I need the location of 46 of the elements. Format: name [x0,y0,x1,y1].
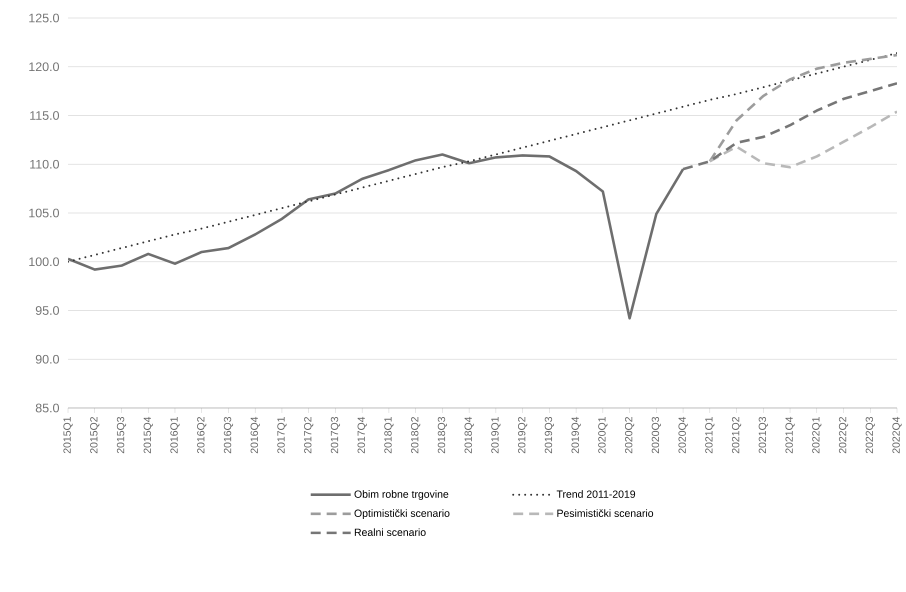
legend-label: Optimistički scenario [354,509,450,520]
x-tick-label: 2020Q4 [678,416,688,454]
x-tick-label: 2018Q2 [411,417,420,454]
x-tick-label: 2016Q3 [224,416,234,454]
x-tick-label: 2020Q3 [652,416,661,454]
x-tick-label: 2015Q3 [116,416,126,454]
x-tick-label: 2016Q4 [250,416,260,454]
x-tick-label: 2015Q2 [90,417,100,454]
y-tick-label: 110.0 [30,160,59,169]
y-tick-label: 105.0 [29,208,59,218]
x-tick-label: 2021Q1 [705,417,714,454]
legend-label: Pesimistički scenario [557,509,654,517]
x-tick-label: 2019Q4 [571,416,581,454]
x-tick-label: 2022Q3 [866,416,875,454]
x-tick-label: 2019Q2 [518,417,528,454]
x-tick-label: 2017Q3 [330,416,340,454]
x-tick-label: 2019Q1 [491,417,501,454]
x-tick-label: 2022Q4 [892,416,902,454]
x-tick-label: 2017Q2 [304,417,314,454]
x-tick-label: 2017Q1 [277,417,287,454]
x-tick-label: 2017Q4 [358,416,367,454]
legend-label: Trend 2011-2019 [556,490,636,498]
x-tick-label: 2016Q1 [170,417,180,454]
x-tick-label: 2022Q2 [838,417,848,454]
y-tick-label: 95.0 [36,306,59,315]
x-tick-label: 2016Q2 [197,417,206,454]
x-tick-label: 2022Q1 [812,417,822,454]
x-tick-label: 2020Q2 [624,417,634,454]
y-tick-label: 85.0 [36,404,59,412]
y-tick-label: 120.0 [29,62,59,72]
y-tick-label: 100.0 [29,257,59,266]
x-tick-label: 2018Q4 [464,416,474,454]
legend-label: Realni scenario [354,528,426,536]
x-tick-label: 2021Q4 [785,416,795,454]
legend-label: Obim robne trgovine [354,490,448,500]
x-tick-label: 2015Q4 [144,416,153,454]
x-tick-label: 2015Q1 [63,417,73,454]
x-tick-label: 2021Q3 [758,416,768,454]
y-tick-label: 125.0 [29,14,59,22]
x-tick-label: 2019Q3 [544,416,554,454]
x-tick-label: 2018Q1 [384,417,394,454]
x-tick-label: 2020Q1 [598,417,608,454]
x-tick-label: 2021Q2 [732,417,742,454]
y-tick-label: 90.0 [36,354,59,364]
x-tick-label: 2018Q3 [438,416,448,454]
y-tick-label: 115.0 [30,111,59,120]
